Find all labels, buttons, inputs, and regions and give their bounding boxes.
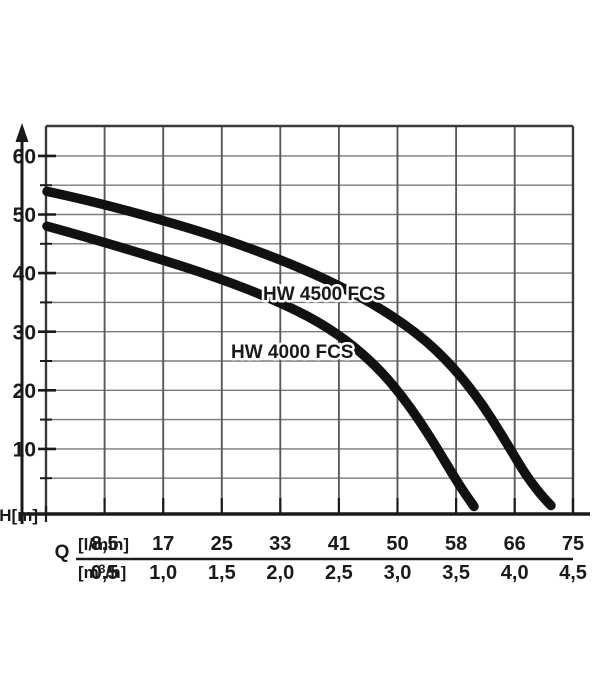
xtick-lmin-7: 58 — [445, 533, 467, 555]
curve-hw-4000-fcs — [42, 221, 479, 512]
x-axis-unit-lmin: [l/min] — [78, 535, 129, 554]
x-axis-unit-m3h: [m3/h] — [78, 562, 126, 582]
curve-label-hw-4000-text: HW 4000 FCS — [231, 342, 353, 363]
y-axis-minor-ticks — [40, 184, 52, 480]
xtick-m3h-1: 0,5 — [91, 562, 119, 584]
x-axis-tick-labels-lmin: 8,5 17 25 33 41 50 58 66 75 — [91, 533, 584, 555]
xtick-lmin-6: 50 — [386, 533, 408, 555]
xtick-lmin-5: 41 — [328, 533, 350, 555]
vertical-gridlines — [103, 126, 516, 514]
xtick-lmin-4: 33 — [269, 533, 291, 555]
xtick-m3h-3: 1,5 — [208, 562, 236, 584]
xtick-m3h-9: 4,5 — [559, 562, 587, 584]
x-axis-title: Q — [55, 542, 70, 563]
xtick-lmin-1: 8,5 — [91, 533, 119, 555]
minor-horizontal-gridlines — [46, 155, 573, 479]
y-axis-arrow — [15, 123, 29, 524]
ytick-label-50: 50 — [13, 204, 36, 227]
curve-label-hw-4500-halo: HW 4500 FCS — [263, 284, 385, 305]
curve-hw-4500-fcs — [42, 186, 556, 511]
xtick-m3h-2: 1,0 — [149, 562, 177, 584]
xtick-lmin-9: 75 — [562, 533, 584, 555]
ytick-label-40: 40 — [13, 263, 36, 286]
curve-label-hw-4500-text: HW 4500 FCS — [263, 284, 385, 305]
xtick-m3h-6: 3,0 — [384, 562, 412, 584]
xtick-lmin-8: 66 — [504, 533, 526, 555]
xtick-m3h-4: 2,0 — [266, 562, 294, 584]
x-axis-ticks — [44, 498, 575, 522]
curve-label-hw-4000: HW 4000 FCS HW 4000 FCS — [229, 340, 356, 366]
ytick-label-30: 30 — [13, 321, 36, 344]
curve-label-hw-4000-halo: HW 4000 FCS — [231, 342, 353, 363]
xtick-lmin-3: 25 — [211, 533, 233, 555]
xtick-m3h-5: 2,5 — [325, 562, 353, 584]
y-axis-tick-labels: 60 50 40 30 20 10 — [13, 146, 36, 462]
ytick-label-60: 60 — [13, 146, 36, 169]
y-axis-major-ticks — [38, 154, 56, 451]
x-axis-tick-labels-m3h: 0,5 1,0 1,5 2,0 2,5 3,0 3,5 4,0 4,5 — [91, 562, 587, 584]
curve-label-hw-4500: HW 4500 FCS HW 4500 FCS — [261, 282, 388, 308]
curves-group — [42, 186, 556, 512]
ytick-label-20: 20 — [13, 380, 36, 403]
xtick-m3h-8: 4,0 — [501, 562, 529, 584]
y-axis-title: H[m] — [0, 506, 38, 525]
ytick-label-10: 10 — [13, 439, 36, 462]
xtick-m3h-7: 3,5 — [442, 562, 470, 584]
xtick-lmin-2: 17 — [152, 533, 174, 555]
